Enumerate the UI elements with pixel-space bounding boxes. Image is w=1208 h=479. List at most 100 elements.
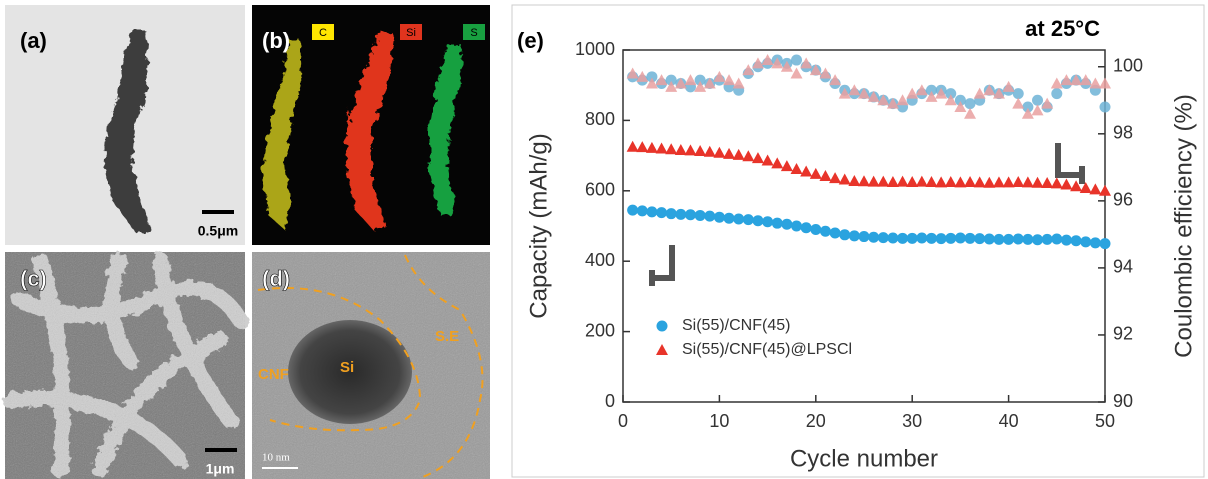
point — [992, 176, 1005, 188]
point — [800, 165, 813, 177]
point — [675, 208, 687, 220]
scale-label: 0.5μm — [198, 223, 238, 239]
point — [790, 67, 803, 79]
point — [906, 87, 919, 99]
point — [925, 232, 937, 244]
point — [809, 64, 822, 76]
point — [674, 143, 687, 155]
point — [897, 232, 909, 244]
point — [1032, 94, 1044, 106]
point — [925, 84, 937, 96]
panel-label: (d) — [262, 266, 290, 291]
point — [954, 176, 967, 188]
y2-axis-label: Coulombic efficiency (%) — [1170, 94, 1197, 358]
point — [742, 150, 755, 162]
boundary — [257, 287, 422, 432]
point — [964, 98, 976, 110]
point — [1099, 101, 1111, 113]
point — [1012, 97, 1025, 109]
point — [819, 225, 831, 237]
point — [780, 160, 793, 172]
y2-tick-label: 98 — [1113, 123, 1133, 143]
y-tick-label: 400 — [585, 250, 615, 270]
point — [858, 87, 870, 99]
y2-tick-label: 90 — [1113, 391, 1133, 411]
y-tick-label: 600 — [585, 180, 615, 200]
point — [1099, 77, 1111, 89]
point — [945, 88, 957, 100]
point — [732, 77, 745, 89]
point — [944, 94, 957, 106]
point — [694, 74, 706, 86]
point — [935, 87, 948, 99]
y-tick-label: 0 — [605, 391, 615, 411]
point — [1051, 233, 1063, 245]
point — [915, 84, 928, 96]
map-si — [345, 30, 395, 232]
point — [848, 84, 861, 96]
point — [896, 175, 909, 187]
point — [877, 232, 889, 244]
point — [790, 162, 803, 174]
point — [925, 90, 938, 102]
point — [974, 233, 986, 245]
point — [1031, 104, 1044, 116]
x-tick-label: 10 — [709, 411, 729, 431]
plot-frame — [622, 49, 1106, 403]
map-label: S — [470, 27, 477, 39]
point — [771, 57, 784, 69]
point — [848, 174, 861, 186]
point — [713, 146, 726, 158]
point — [1080, 236, 1092, 248]
annotation: at 25°C — [1025, 16, 1100, 41]
legend-marker — [656, 320, 668, 332]
point — [781, 218, 793, 230]
point — [684, 209, 696, 221]
point — [858, 231, 870, 243]
point — [906, 176, 919, 187]
boundary — [404, 254, 484, 479]
point — [944, 176, 957, 187]
point — [1070, 180, 1083, 192]
region-label: Si — [340, 359, 354, 376]
point — [992, 87, 1005, 99]
point — [1099, 238, 1111, 250]
point — [954, 100, 967, 112]
point — [838, 87, 851, 99]
point — [983, 233, 995, 245]
point — [636, 205, 648, 217]
point — [1002, 80, 1015, 92]
map-tag — [400, 24, 422, 40]
point — [1070, 74, 1083, 86]
point — [703, 145, 716, 157]
point — [906, 232, 918, 244]
point — [1041, 233, 1053, 245]
point — [819, 67, 832, 79]
point — [964, 176, 977, 187]
point — [656, 207, 668, 219]
point — [636, 70, 649, 82]
point — [810, 224, 822, 236]
point — [935, 233, 947, 245]
point — [945, 232, 957, 244]
point — [684, 74, 697, 86]
panel-label: (e) — [517, 28, 544, 53]
point — [858, 175, 870, 187]
x-tick-label: 50 — [1095, 411, 1115, 431]
point — [626, 67, 639, 79]
point — [713, 70, 726, 82]
x-axis-label: Cycle number — [790, 445, 938, 472]
point — [1031, 176, 1044, 188]
y-tick-label: 800 — [585, 109, 615, 129]
point — [1012, 88, 1024, 100]
point — [1041, 177, 1054, 189]
point — [829, 172, 842, 184]
point — [916, 232, 928, 244]
point — [983, 176, 996, 188]
point — [626, 140, 639, 152]
point — [839, 229, 851, 241]
point — [877, 175, 890, 187]
region-label: CNF — [258, 366, 289, 383]
y2-tick-label: 96 — [1113, 190, 1133, 210]
